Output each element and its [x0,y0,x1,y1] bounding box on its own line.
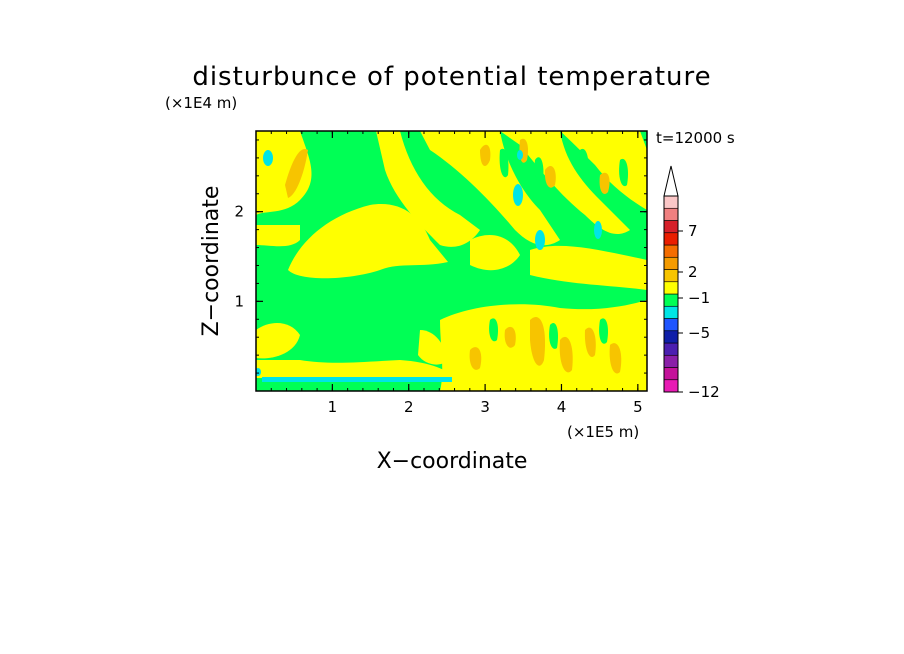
y-tick-label: 1 [234,292,244,310]
x-tick-label: 1 [328,398,338,416]
colorbar-swatch [663,379,679,393]
x-unit-label: (×1E5 m) [567,423,639,441]
colorbar-label: 2 [688,263,698,281]
field-orange-regions [285,138,622,374]
x-tick-label: 3 [480,398,490,416]
colorbar-label: −1 [688,289,710,307]
colorbar: −12−5−127 [663,165,720,401]
colorbar-swatch [663,207,679,221]
x-axis: 1 2 3 4 5 [270,131,643,416]
y-axis-label: Z−coordinate [199,186,224,337]
colorbar-swatch [663,330,679,344]
colorbar-swatch [663,318,679,332]
colorbar-swatch [663,293,679,307]
colorbar-extend-arrow [663,165,679,197]
colorbar-swatch [663,256,679,270]
colorbar-swatch [663,195,679,209]
y-unit-label: (×1E4 m) [165,94,237,112]
field-cyan-regions [256,150,602,382]
x-tick-label: 2 [404,398,414,416]
x-axis-label: X−coordinate [377,449,528,474]
colorbar-swatch [663,281,679,295]
time-label: t=12000 s [656,129,735,147]
field-yellow-regions [256,131,647,391]
colorbar-swatch [663,269,679,283]
colorbar-label: −12 [688,383,720,401]
y-tick-label: 2 [234,203,244,221]
plot-area [256,131,647,391]
plot-frame [255,130,648,392]
colorbar-swatch [663,342,679,356]
colorbar-swatch [663,305,679,319]
colorbar-swatch [663,244,679,258]
colorbar-frame [663,195,679,393]
field-green-streaks [489,148,629,349]
colorbar-swatch [663,354,679,368]
colorbar-swatch [663,232,679,246]
chart-title: disturbunce of potential temperature [192,62,711,92]
x-tick-label: 4 [557,398,567,416]
colorbar-swatch [663,220,679,234]
colorbar-label: −5 [688,324,710,342]
colorbar-swatch [663,367,679,381]
colorbar-label: 7 [688,222,698,240]
x-tick-label: 5 [633,398,643,416]
y-axis: 12 [234,139,647,374]
